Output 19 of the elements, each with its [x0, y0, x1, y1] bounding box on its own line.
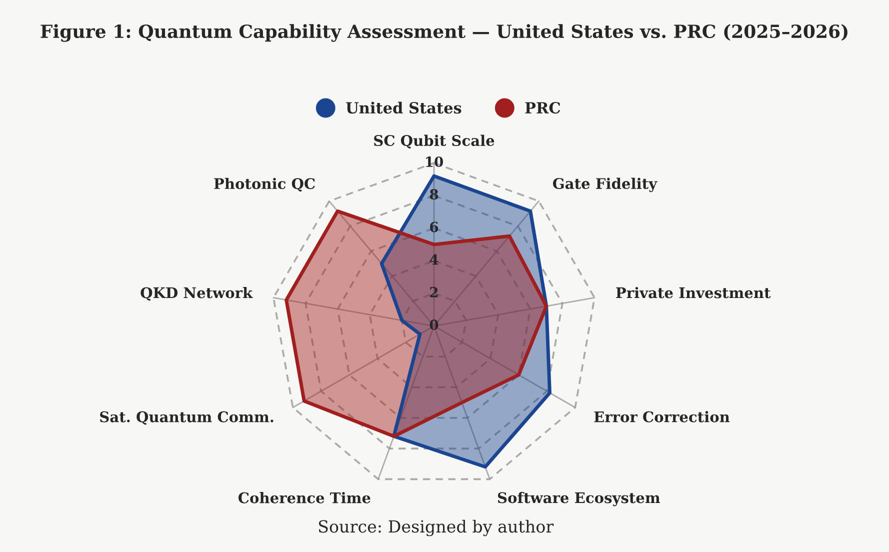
y-tick-label: 2	[430, 286, 438, 298]
y-tick-label: 8	[430, 189, 438, 200]
y-tick-label: 6	[430, 222, 438, 232]
y-tick-label: 0	[430, 320, 438, 330]
spoke-label: QKD Network	[140, 286, 253, 301]
y-tick-label: 10	[426, 156, 444, 168]
spoke-label: Software Ecosystem	[498, 492, 660, 506]
legend-label: PRC	[525, 102, 560, 114]
spoke-label: SC Qubit Scale	[374, 134, 494, 148]
legend-label: United States	[346, 102, 462, 114]
spoke-label: Error Correction	[594, 411, 730, 422]
y-tick-label: 4	[430, 254, 438, 265]
spoke-label: Gate Fidelity	[553, 178, 658, 192]
spoke-label: Private Investment	[616, 286, 771, 298]
spoke-label: Sat. Quantum Comm.	[100, 411, 274, 425]
spoke-label: Coherence Time	[238, 492, 370, 504]
spoke-label: Photonic QC	[214, 178, 315, 192]
source-note: Source: Designed by author	[318, 520, 554, 536]
chart-title: Figure 1: Quantum Capability Assessment — United States vs. PRC (2025–2026)	[40, 24, 848, 42]
